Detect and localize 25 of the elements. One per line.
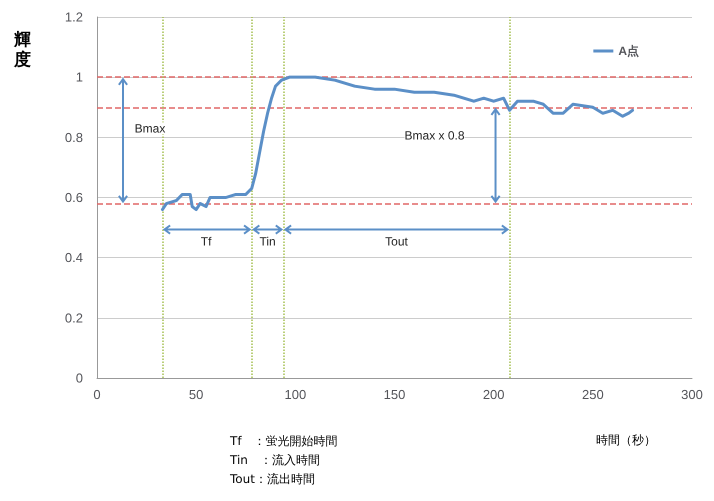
annotation: Tf: [200, 234, 212, 249]
y-tick-label: 0.6: [64, 190, 83, 205]
annotation: Bmax x 0.8: [404, 128, 465, 142]
y-tick-label: 0: [76, 370, 83, 386]
annotation: Bmax: [134, 121, 166, 136]
y-tick-label: 0.4: [64, 250, 83, 266]
text: Tout：流出時間: [230, 471, 316, 488]
y-tick-label: 0.2: [64, 310, 83, 326]
y-tick-label: 1.2: [64, 10, 83, 24]
y-tick-label: 1: [76, 70, 83, 85]
x-tick-label: 50: [188, 387, 204, 402]
x-tick-label: 250: [582, 387, 604, 402]
y-axis-title: 輝度: [14, 30, 31, 70]
x-tick-label: 300: [681, 387, 703, 402]
y-tick-label: 0.8: [64, 130, 83, 145]
x-tick-label: 150: [384, 387, 406, 402]
legend-label: A点: [618, 44, 640, 58]
annotation: Tout: [385, 234, 408, 249]
text: Tin ：流入時間: [230, 452, 321, 469]
x-axis-title: 時間（秒）: [596, 432, 656, 449]
x-tick-label: 0: [93, 387, 101, 402]
text: Tf ：蛍光開始時間: [230, 433, 338, 450]
x-tick-label: 200: [482, 387, 505, 402]
x-tick-label: 100: [284, 387, 306, 402]
annotation: Tin: [259, 234, 276, 249]
